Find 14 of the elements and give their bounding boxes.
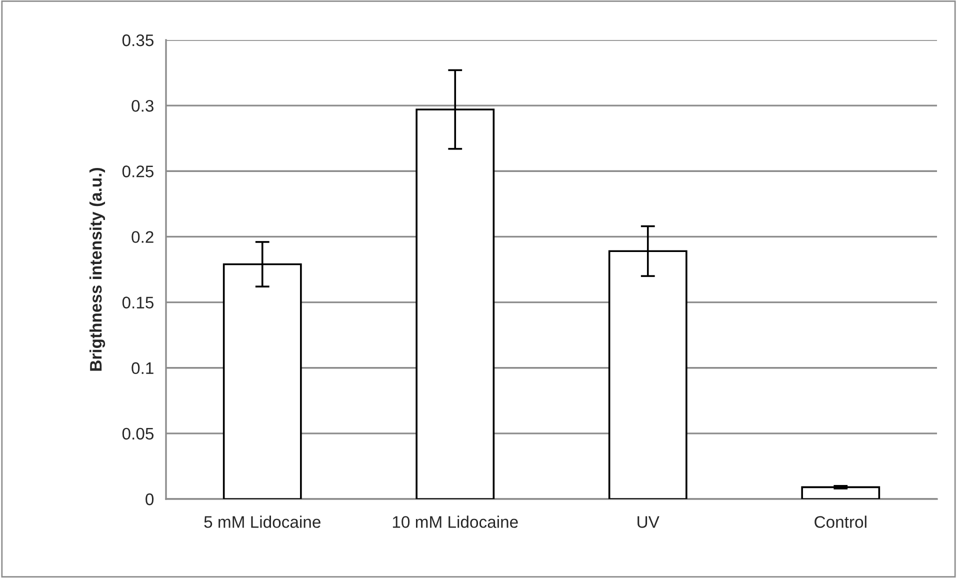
x-tick-label: Control xyxy=(814,516,866,528)
x-tick-label: 10 mM Lidocaine xyxy=(392,516,518,528)
x-tick-label: 5 mM Lidocaine xyxy=(204,516,320,528)
y-tick-label: 0.25 xyxy=(122,166,154,178)
y-tick-label: 0.15 xyxy=(122,296,154,308)
y-axis-title: Brigthness intensity (a.u.) xyxy=(89,168,106,371)
y-tick-label: 0.35 xyxy=(122,34,154,46)
y-tick-label: 0.1 xyxy=(132,362,154,374)
y-tick-label: 0.05 xyxy=(122,428,154,440)
y-tick-label: 0.2 xyxy=(132,231,154,243)
y-tick-label: 0.3 xyxy=(132,100,154,112)
y-tick-label: 0 xyxy=(146,493,154,506)
x-tick-label: UV xyxy=(638,516,660,528)
bar xyxy=(801,486,880,499)
